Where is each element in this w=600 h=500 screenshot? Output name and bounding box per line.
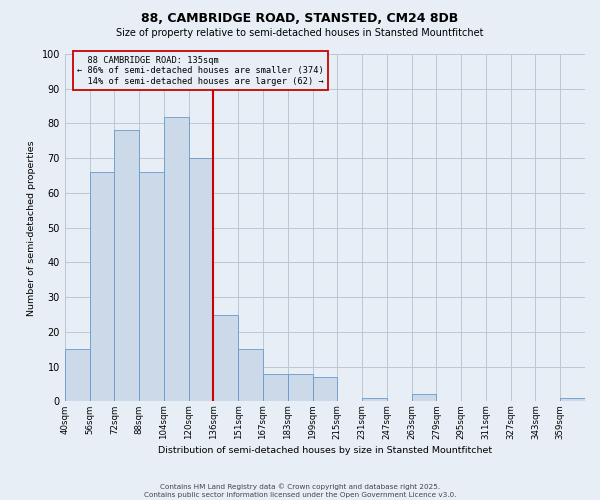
Bar (412, 394, 436, 402)
Text: 88 CAMBRIDGE ROAD: 135sqm
← 86% of semi-detached houses are smaller (374)
  14% : 88 CAMBRIDGE ROAD: 135sqm ← 86% of semi-… (77, 56, 324, 86)
Bar (214, 314, 238, 402)
Text: Contains HM Land Registry data © Crown copyright and database right 2025.
Contai: Contains HM Land Registry data © Crown c… (144, 484, 456, 498)
Bar (89, 172, 115, 402)
Bar (362, 398, 387, 402)
Bar (115, 130, 139, 402)
Bar (139, 172, 164, 402)
Bar (238, 350, 263, 402)
X-axis label: Distribution of semi-detached houses by size in Stansted Mountfitchet: Distribution of semi-detached houses by … (158, 446, 492, 455)
Bar (65, 350, 89, 402)
Bar (164, 116, 188, 402)
Y-axis label: Number of semi-detached properties: Number of semi-detached properties (27, 140, 36, 316)
Bar (313, 377, 337, 402)
Text: 88, CAMBRIDGE ROAD, STANSTED, CM24 8DB: 88, CAMBRIDGE ROAD, STANSTED, CM24 8DB (142, 12, 458, 26)
Bar (560, 398, 585, 402)
Text: Size of property relative to semi-detached houses in Stansted Mountfitchet: Size of property relative to semi-detach… (116, 28, 484, 38)
Bar (263, 374, 288, 402)
Bar (188, 158, 214, 402)
Bar (288, 374, 313, 402)
